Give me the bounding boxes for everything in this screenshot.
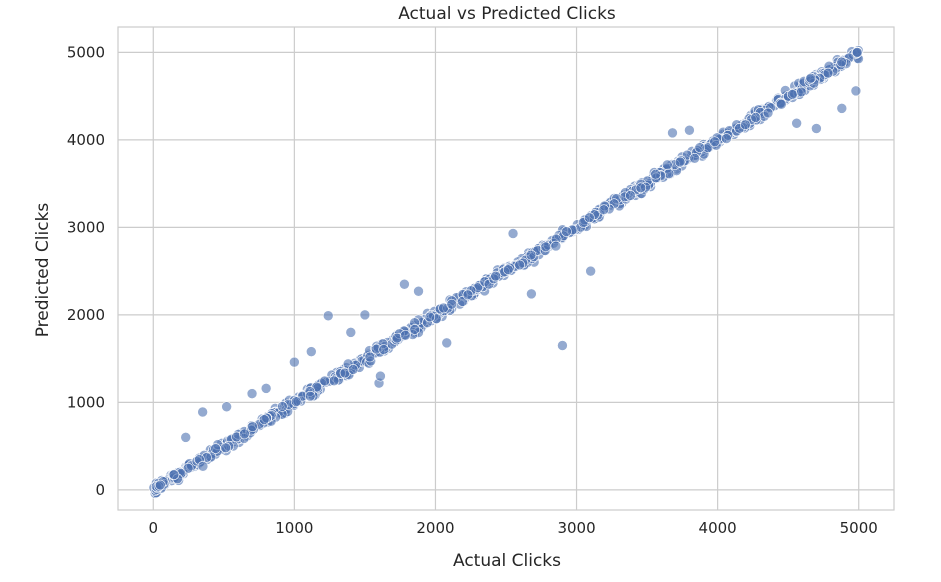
data-point — [822, 67, 834, 79]
data-point — [359, 309, 371, 321]
data-point — [684, 124, 695, 136]
data-point — [787, 89, 798, 100]
data-point — [625, 190, 636, 201]
data-point — [260, 383, 272, 394]
data-point — [851, 47, 863, 58]
data-point — [290, 396, 302, 407]
data-point — [502, 264, 514, 275]
data-point — [526, 288, 537, 300]
data-point — [850, 85, 862, 97]
y-tick-label: 1000 — [67, 393, 105, 411]
y-tick-label: 0 — [95, 481, 105, 499]
data-point — [319, 375, 330, 387]
data-point — [221, 401, 232, 413]
data-point — [805, 72, 817, 84]
plot-frame — [117, 26, 895, 511]
chart-title: Actual vs Predicted Clicks — [398, 4, 616, 24]
data-point — [220, 442, 231, 454]
x-tick-label: 2000 — [416, 519, 454, 537]
data-point — [585, 265, 596, 277]
x-axis-label: Actual Clicks — [453, 551, 561, 571]
data-point — [598, 204, 610, 215]
data-point — [305, 346, 317, 357]
data-point — [378, 344, 390, 355]
data-point — [400, 329, 411, 341]
data-point — [561, 226, 572, 237]
data-point — [689, 152, 700, 164]
data-point — [836, 56, 848, 68]
data-point — [424, 311, 436, 323]
data-point — [709, 136, 720, 148]
data-point — [750, 112, 761, 123]
data-point — [247, 421, 258, 432]
data-point — [277, 401, 288, 412]
data-point — [322, 310, 334, 322]
data-point — [811, 123, 822, 134]
data-point — [155, 479, 166, 491]
data-point — [514, 259, 525, 271]
data-point — [557, 340, 568, 351]
data-point — [584, 212, 595, 223]
y-tick-label: 5000 — [67, 43, 105, 61]
data-point — [507, 228, 519, 239]
data-point — [364, 351, 376, 363]
data-point — [667, 127, 678, 139]
data-point — [347, 364, 359, 375]
data-point — [375, 370, 386, 382]
data-point — [239, 428, 250, 440]
data-point — [258, 414, 270, 425]
data-point — [740, 119, 751, 130]
x-tick-label: 4000 — [699, 519, 737, 537]
data-point — [246, 388, 258, 399]
data-point — [490, 270, 501, 282]
data-point — [674, 156, 686, 168]
data-point — [796, 86, 807, 98]
y-axis-label: Predicted Clicks — [33, 203, 53, 338]
data-point — [197, 460, 209, 472]
data-point — [413, 285, 424, 297]
data-point — [721, 133, 732, 144]
data-point — [762, 107, 774, 119]
data-point — [650, 168, 661, 180]
data-point — [304, 390, 316, 402]
data-point — [168, 469, 180, 480]
y-ticks: 0 1000 2000 3000 4000 5000 — [67, 43, 105, 499]
data-point — [635, 182, 647, 194]
grid — [118, 27, 894, 510]
data-point — [525, 249, 537, 261]
data-point — [662, 159, 673, 171]
data-point — [462, 289, 474, 301]
data-point — [776, 98, 787, 110]
x-tick-label: 5000 — [840, 519, 878, 537]
data-point — [180, 432, 192, 443]
data-point — [550, 240, 562, 252]
data-point — [182, 462, 194, 474]
data-point — [540, 241, 552, 253]
data-point — [409, 324, 421, 335]
data-point — [441, 337, 453, 349]
x-tick-label: 0 — [148, 519, 158, 537]
data-point — [289, 356, 300, 368]
data-point — [197, 406, 208, 418]
x-ticks: 0 1000 2000 3000 4000 5000 — [148, 519, 877, 537]
data-point — [836, 103, 848, 114]
y-tick-label: 4000 — [67, 131, 105, 149]
data-point — [345, 327, 357, 338]
y-tick-label: 3000 — [67, 218, 105, 236]
data-point — [791, 117, 802, 129]
x-tick-label: 3000 — [557, 519, 595, 537]
x-tick-label: 1000 — [275, 519, 313, 537]
points — [148, 45, 864, 499]
data-point — [399, 278, 410, 290]
y-tick-label: 2000 — [67, 306, 105, 324]
data-point — [694, 142, 706, 153]
data-point — [446, 298, 458, 310]
